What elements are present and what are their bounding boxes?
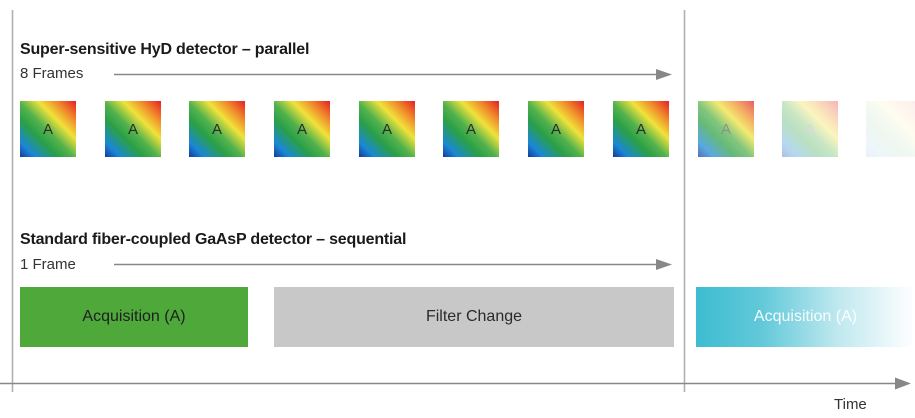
- time-axis-label: Time: [834, 396, 867, 413]
- faded-acquisition-tile: A: [698, 101, 754, 157]
- acquisition-tile: A: [528, 101, 584, 157]
- tile-label: A: [720, 120, 731, 138]
- faded-acquisition-block: Acquisition (A): [696, 287, 915, 347]
- tile-label: A: [296, 120, 307, 138]
- acquisition-tile: A: [20, 101, 76, 157]
- parallel-frames-label: 8 Frames: [20, 65, 84, 82]
- time-axis-arrow: [0, 377, 911, 390]
- sequential-frames-arrow: [114, 259, 672, 270]
- tile-label: A: [127, 120, 138, 138]
- parallel-section-title: Super-sensitive HyD detector – parallel: [20, 41, 310, 58]
- faded-acquisition-tile: [866, 101, 915, 157]
- tile-label: A: [804, 120, 815, 138]
- faded-acquisition-tile: A: [782, 101, 838, 157]
- sequential-section-title: Standard fiber-coupled GaAsP detector – …: [20, 231, 407, 248]
- tile-label: A: [42, 120, 53, 138]
- acquisition-tile: A: [274, 101, 330, 157]
- sequential-frames-label: 1 Frame: [20, 256, 76, 273]
- acquisition-block: Acquisition (A): [20, 287, 248, 347]
- acquisition-tile: A: [443, 101, 499, 157]
- tile-label: A: [550, 120, 561, 138]
- acquisition-tile: A: [105, 101, 161, 157]
- tile-label: A: [211, 120, 222, 138]
- acquisition-tile: A: [613, 101, 669, 157]
- parallel-frames-arrow: [114, 69, 672, 80]
- tile-label: A: [635, 120, 646, 138]
- filter-change-block: Filter Change: [274, 287, 674, 347]
- tile-label: A: [465, 120, 476, 138]
- tile-label: A: [381, 120, 392, 138]
- acquisition-tile: A: [359, 101, 415, 157]
- acquisition-tile: A: [189, 101, 245, 157]
